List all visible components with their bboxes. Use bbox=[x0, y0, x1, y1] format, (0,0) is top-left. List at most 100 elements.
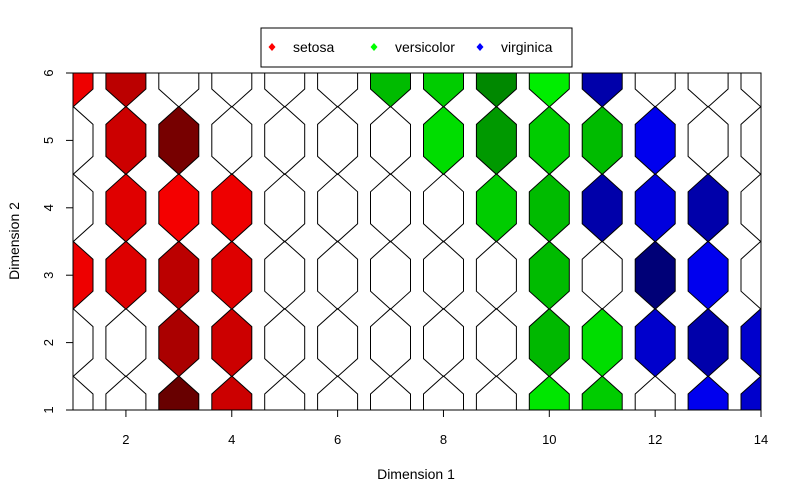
hex-cell-7-2 bbox=[370, 307, 411, 378]
hex-cell-11-1 bbox=[581, 375, 623, 410]
hex-cell-14-3 bbox=[740, 240, 761, 310]
hex-cell-9-6 bbox=[475, 73, 517, 108]
legend: setosa versicolor virginica bbox=[260, 27, 573, 68]
hex-cell-5-2 bbox=[264, 307, 306, 378]
x-axis-title: Dimension 1 bbox=[377, 466, 455, 482]
hex-cell-4-2 bbox=[211, 307, 253, 378]
hex-cell-2-4 bbox=[105, 173, 147, 243]
hex-cell-11-4 bbox=[581, 173, 623, 243]
hex-cell-11-5 bbox=[581, 105, 623, 176]
hex-cell-1-3 bbox=[73, 240, 94, 310]
hex-cell-3-5 bbox=[158, 105, 200, 176]
hex-cell-12-2 bbox=[634, 307, 676, 378]
x-tick-label: 10 bbox=[542, 432, 556, 447]
hex-cell-12-6 bbox=[634, 73, 676, 108]
hex-cell-2-5 bbox=[105, 105, 147, 176]
hex-cell-1-1 bbox=[73, 375, 94, 410]
hex-cell-12-5 bbox=[634, 105, 676, 176]
hex-cell-7-5 bbox=[370, 105, 411, 176]
hex-cell-6-4 bbox=[317, 173, 359, 243]
x-tick-label: 12 bbox=[648, 432, 662, 447]
y-axis-title: Dimension 2 bbox=[6, 202, 22, 280]
hex-cell-10-4 bbox=[528, 173, 570, 243]
y-tick-label: 5 bbox=[41, 137, 56, 144]
hex-cell-6-2 bbox=[317, 307, 359, 378]
hex-cell-13-6 bbox=[687, 73, 729, 108]
hex-cell-11-3 bbox=[581, 240, 623, 310]
hex-cell-13-4 bbox=[687, 173, 729, 243]
hex-cell-3-3 bbox=[158, 240, 200, 310]
legend-marker-versicolor bbox=[370, 43, 378, 51]
y-tick-label: 1 bbox=[41, 406, 56, 413]
hex-cell-6-6 bbox=[317, 73, 359, 108]
x-tick-label: 8 bbox=[440, 432, 447, 447]
hex-cell-3-4 bbox=[158, 173, 200, 243]
hex-cell-1-6 bbox=[73, 73, 94, 108]
hex-cell-7-4 bbox=[370, 173, 411, 243]
y-tick-label: 2 bbox=[41, 339, 56, 346]
hex-cell-1-2 bbox=[73, 307, 94, 378]
hex-cell-6-5 bbox=[317, 105, 359, 176]
hex-cell-3-1 bbox=[158, 375, 200, 410]
hex-cell-9-5 bbox=[475, 105, 517, 176]
legend-label-setosa: setosa bbox=[293, 39, 334, 55]
hex-cell-7-3 bbox=[370, 240, 411, 310]
hex-cell-5-1 bbox=[264, 375, 306, 410]
hex-cell-2-3 bbox=[105, 240, 147, 310]
hex-cell-4-5 bbox=[211, 105, 253, 176]
hex-cell-9-1 bbox=[475, 375, 517, 410]
hex-cell-8-4 bbox=[423, 173, 464, 243]
hex-cell-8-1 bbox=[423, 375, 464, 410]
hex-cell-12-3 bbox=[634, 240, 676, 310]
hex-cell-6-1 bbox=[317, 375, 359, 410]
hex-cell-14-5 bbox=[740, 105, 761, 176]
hex-cell-11-2 bbox=[581, 307, 623, 378]
hex-cell-12-1 bbox=[634, 375, 676, 410]
legend-marker-virginica bbox=[476, 43, 484, 51]
hex-cell-10-6 bbox=[528, 73, 570, 108]
hex-cell-13-2 bbox=[687, 307, 729, 378]
hex-cell-5-5 bbox=[264, 105, 306, 176]
x-tick-label: 6 bbox=[334, 432, 341, 447]
hex-cell-3-6 bbox=[158, 73, 200, 108]
hex-cell-4-4 bbox=[211, 173, 253, 243]
y-tick-label: 6 bbox=[41, 69, 56, 76]
y-tick-label: 4 bbox=[41, 204, 56, 211]
legend-box bbox=[260, 27, 573, 68]
hex-cell-13-1 bbox=[687, 375, 729, 410]
hex-cell-14-4 bbox=[740, 173, 761, 243]
hexbin-cells bbox=[73, 73, 761, 410]
plot-frame bbox=[72, 72, 762, 411]
x-tick-label: 14 bbox=[754, 432, 768, 447]
hex-cell-8-5 bbox=[423, 105, 464, 176]
hex-cell-1-5 bbox=[73, 105, 94, 176]
hex-cell-4-6 bbox=[211, 73, 253, 108]
hex-cell-14-1 bbox=[740, 375, 761, 410]
hex-cell-9-2 bbox=[475, 307, 517, 378]
hex-cell-10-2 bbox=[528, 307, 570, 378]
hex-cell-7-6 bbox=[370, 73, 411, 108]
x-tick-label: 2 bbox=[122, 432, 129, 447]
hex-cell-3-2 bbox=[158, 307, 200, 378]
hex-cell-12-4 bbox=[634, 173, 676, 243]
hex-cell-8-3 bbox=[423, 240, 464, 310]
hex-cell-9-4 bbox=[475, 173, 517, 243]
hex-cell-9-3 bbox=[475, 240, 517, 310]
x-axis: 2 4 6 8 10 12 14 bbox=[122, 410, 768, 447]
hex-cell-5-6 bbox=[264, 73, 306, 108]
legend-label-virginica: virginica bbox=[501, 39, 553, 55]
hex-cell-10-5 bbox=[528, 105, 570, 176]
hex-cell-14-2 bbox=[740, 307, 761, 378]
hex-cell-6-3 bbox=[317, 240, 359, 310]
hex-cell-1-4 bbox=[73, 173, 94, 243]
legend-label-versicolor: versicolor bbox=[395, 39, 455, 55]
hex-cell-2-2 bbox=[105, 307, 147, 378]
hex-cell-8-2 bbox=[423, 307, 464, 378]
hex-cell-4-3 bbox=[211, 240, 253, 310]
hex-cell-7-1 bbox=[370, 375, 411, 410]
hex-cell-8-6 bbox=[423, 73, 464, 108]
y-tick-label: 3 bbox=[41, 272, 56, 279]
hex-cell-2-6 bbox=[105, 73, 147, 108]
x-tick-label: 4 bbox=[228, 432, 235, 447]
